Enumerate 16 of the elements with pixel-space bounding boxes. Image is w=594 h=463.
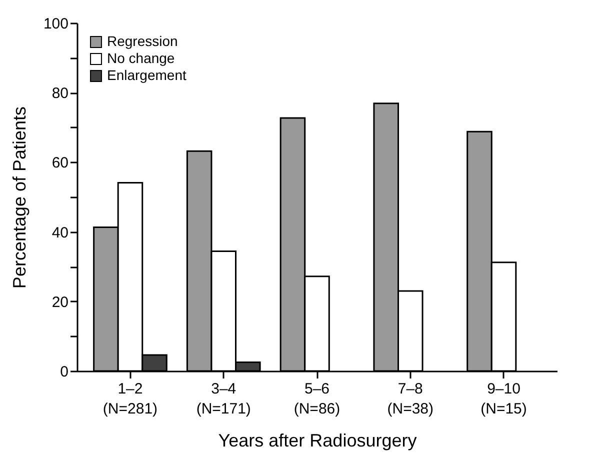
y-axis-title: Percentage of Patients	[9, 106, 30, 289]
y-tick-label: 40	[52, 224, 68, 242]
y-tick-label: 0	[60, 364, 68, 380]
legend-label: No change	[107, 50, 175, 66]
x-tick-label: 3–4 (N=171)	[196, 380, 251, 418]
x-tick-label: 7–8 (N=38)	[387, 380, 434, 418]
x-tick-label: 9–10 (N=15)	[480, 380, 527, 418]
x-tick-label: 1–2 (N=281)	[102, 380, 158, 418]
y-tick-label: 80	[52, 85, 68, 102]
x-tick-label: 5–6 (N=86)	[294, 380, 340, 418]
y-tick-label: 20	[52, 294, 68, 311]
y-tick-label: 100	[43, 16, 68, 32]
legend-label: Regression	[107, 33, 178, 49]
x-axis-title: Years after Radiosurgery	[218, 430, 417, 450]
y-tick-label: 60	[52, 154, 68, 172]
legend-label: Enlargement	[107, 67, 186, 83]
